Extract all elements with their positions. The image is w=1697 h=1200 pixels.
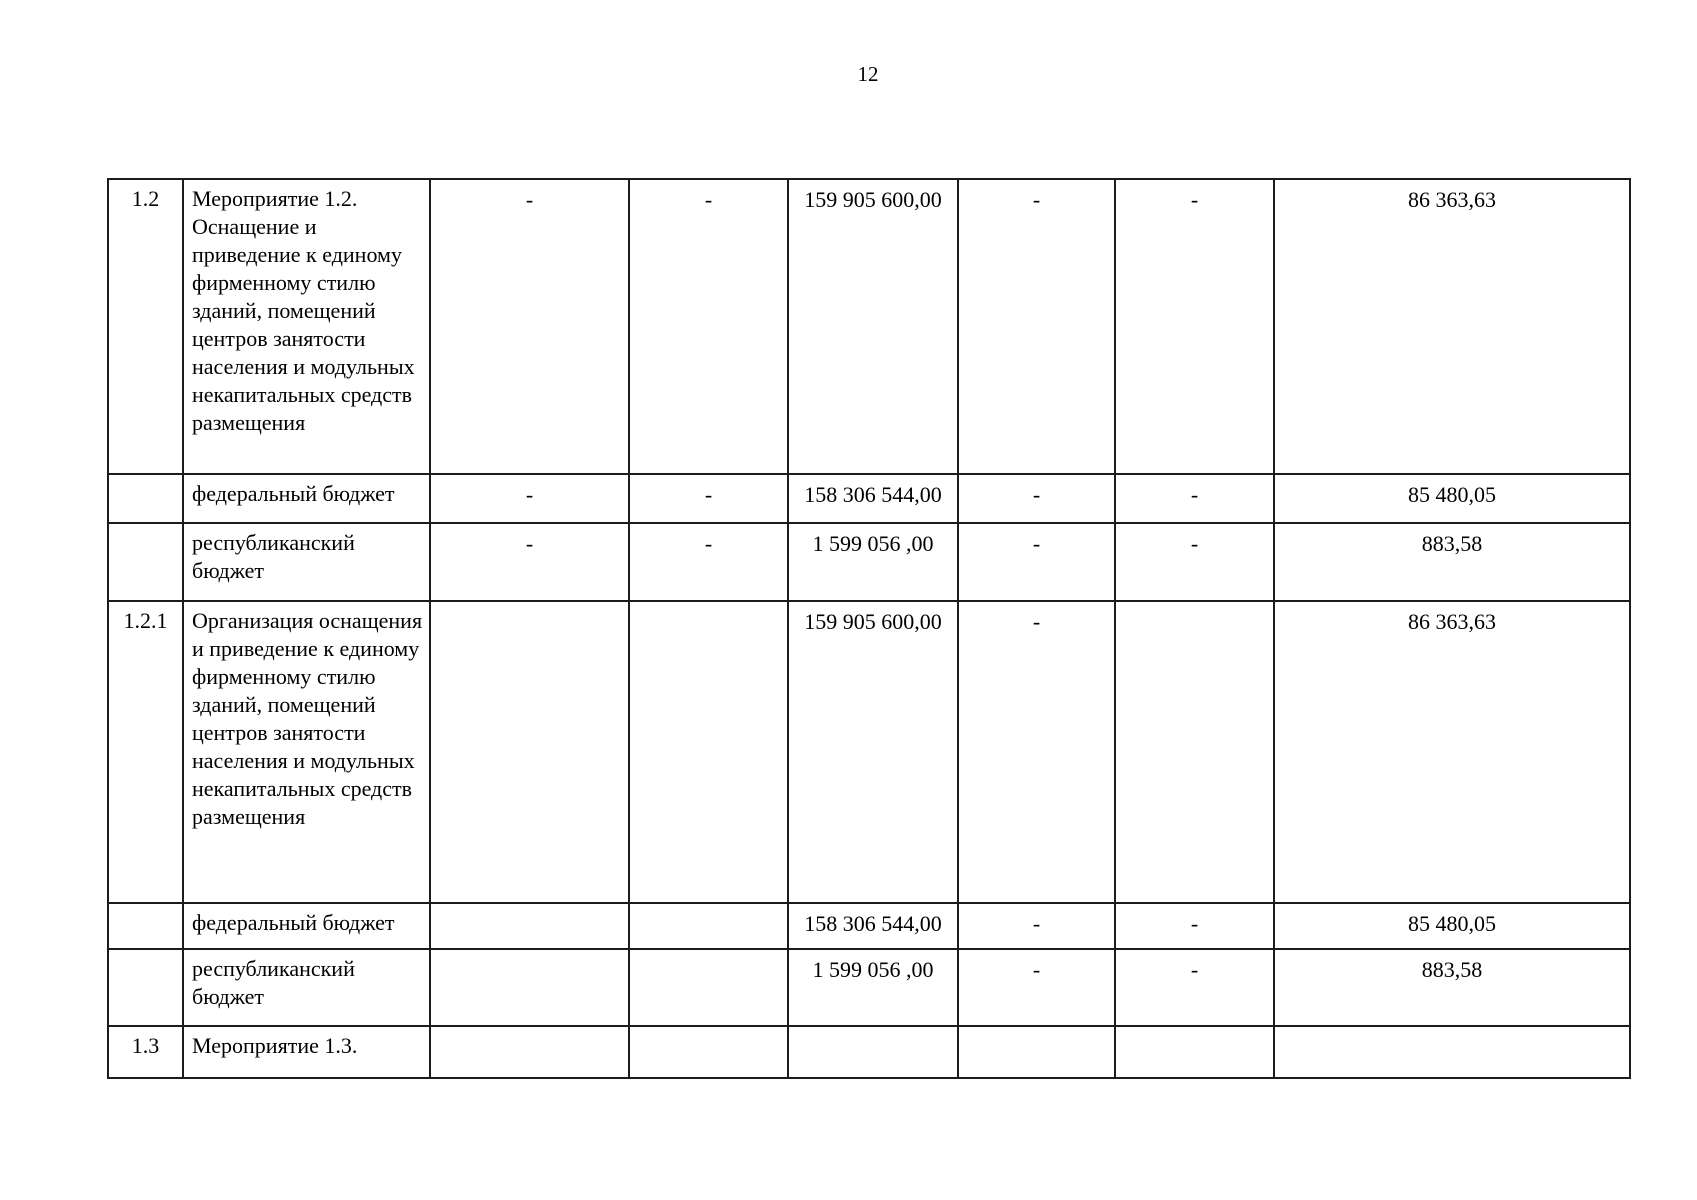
financing-table: 1.2 Мероприятие 1.2. Оснащение и приведе… (107, 178, 1631, 1079)
value-cell (1114, 600, 1275, 904)
page-number: 12 (857, 62, 879, 86)
value-cell: - (429, 178, 630, 475)
value-cell: - (1114, 902, 1275, 950)
row-name-cell: Мероприятие 1.2. Оснащение и приведение … (182, 178, 431, 475)
value-cell: - (429, 473, 630, 524)
value-cell: 883,58 (1273, 948, 1631, 1027)
value-cell: - (957, 948, 1116, 1027)
table-row: республиканский бюджет 1 599 056 ,00 - -… (107, 948, 1631, 1027)
value-cell: 158 306 544,00 (787, 473, 959, 524)
value-cell (429, 948, 630, 1027)
value-cell: - (957, 473, 1116, 524)
value-cell (628, 600, 789, 904)
value-cell: - (429, 522, 630, 602)
row-number-cell: 1.2.1 (107, 600, 184, 904)
value-cell: 1 599 056 ,00 (787, 522, 959, 602)
value-cell: 159 905 600,00 (787, 178, 959, 475)
value-cell (429, 600, 630, 904)
table-row: 1.2.1 Организация оснащения и приведение… (107, 600, 1631, 904)
value-cell: - (628, 178, 789, 475)
table-row: федеральный бюджет 158 306 544,00 - - 85… (107, 902, 1631, 950)
value-cell (1114, 1025, 1275, 1079)
value-cell: - (628, 522, 789, 602)
row-number-cell (107, 522, 184, 602)
value-cell (1273, 1025, 1631, 1079)
value-cell (628, 1025, 789, 1079)
value-cell (429, 902, 630, 950)
value-cell (429, 1025, 630, 1079)
value-cell: 1 599 056 ,00 (787, 948, 959, 1027)
value-cell (628, 902, 789, 950)
value-cell (957, 1025, 1116, 1079)
value-cell: 158 306 544,00 (787, 902, 959, 950)
table-row: 1.2 Мероприятие 1.2. Оснащение и приведе… (107, 178, 1631, 475)
row-name-cell: Организация оснащения и приведение к еди… (182, 600, 431, 904)
row-name-cell: федеральный бюджет (182, 902, 431, 950)
value-cell: 85 480,05 (1273, 902, 1631, 950)
row-number-cell (107, 948, 184, 1027)
value-cell: - (1114, 178, 1275, 475)
value-cell: - (1114, 948, 1275, 1027)
value-cell: 86 363,63 (1273, 600, 1631, 904)
value-cell: 86 363,63 (1273, 178, 1631, 475)
value-cell: - (957, 600, 1116, 904)
value-cell: 85 480,05 (1273, 473, 1631, 524)
table-row: 1.3 Мероприятие 1.3. (107, 1025, 1631, 1079)
value-cell: - (1114, 473, 1275, 524)
row-name-cell: республиканский бюджет (182, 522, 431, 602)
row-number-cell (107, 902, 184, 950)
value-cell: - (1114, 522, 1275, 602)
value-cell (787, 1025, 959, 1079)
value-cell (628, 948, 789, 1027)
row-number-cell (107, 473, 184, 524)
row-name-cell: Мероприятие 1.3. (182, 1025, 431, 1079)
value-cell: - (957, 178, 1116, 475)
row-number-cell: 1.3 (107, 1025, 184, 1079)
value-cell: 883,58 (1273, 522, 1631, 602)
value-cell: - (957, 902, 1116, 950)
table-row: федеральный бюджет - - 158 306 544,00 - … (107, 473, 1631, 524)
row-number-cell: 1.2 (107, 178, 184, 475)
value-cell: - (628, 473, 789, 524)
value-cell: 159 905 600,00 (787, 600, 959, 904)
row-name-cell: федеральный бюджет (182, 473, 431, 524)
row-name-cell: республиканский бюджет (182, 948, 431, 1027)
table-row: республиканский бюджет - - 1 599 056 ,00… (107, 522, 1631, 602)
value-cell: - (957, 522, 1116, 602)
